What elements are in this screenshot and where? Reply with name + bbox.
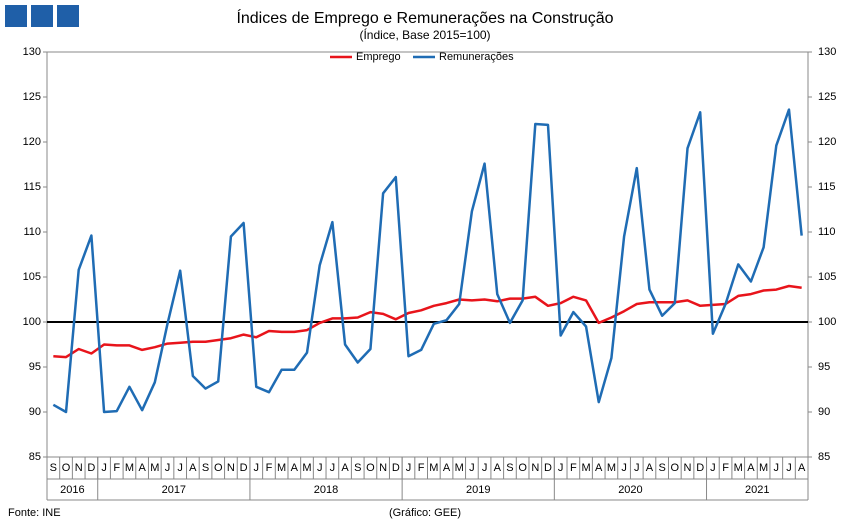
y2-tick-label: 120 bbox=[818, 136, 836, 148]
x-tick-label: F bbox=[418, 462, 425, 474]
y-tick-label: 130 bbox=[23, 46, 41, 58]
chart-subtitle: (Índice, Base 2015=100) bbox=[359, 27, 490, 42]
year-label: 2020 bbox=[618, 484, 642, 496]
x-tick-label: O bbox=[366, 462, 375, 474]
y-tick-label: 110 bbox=[23, 226, 41, 238]
x-tick-label: F bbox=[570, 462, 577, 474]
x-tick-label: J bbox=[254, 462, 260, 474]
x-tick-label: J bbox=[621, 462, 627, 474]
credit: (Gráfico: GEE) bbox=[389, 507, 461, 519]
x-tick-label: J bbox=[558, 462, 564, 474]
x-tick-label: J bbox=[774, 462, 780, 474]
x-tick-label: N bbox=[684, 462, 692, 474]
year-label: 2018 bbox=[314, 484, 338, 496]
x-tick-label: S bbox=[50, 462, 57, 474]
x-tick-label: J bbox=[330, 462, 336, 474]
x-tick-label: O bbox=[518, 462, 527, 474]
plot-frame bbox=[46, 51, 809, 458]
x-tick-label: N bbox=[379, 462, 387, 474]
x-tick-label: J bbox=[177, 462, 183, 474]
x-tick-label: S bbox=[202, 462, 209, 474]
x-tick-label: M bbox=[734, 462, 743, 474]
x-tick-label: N bbox=[531, 462, 539, 474]
x-tick-label: O bbox=[214, 462, 223, 474]
x-tick-label: N bbox=[227, 462, 235, 474]
x-tick-label: S bbox=[354, 462, 361, 474]
x-tick-label: M bbox=[150, 462, 159, 474]
x-tick-label: M bbox=[759, 462, 768, 474]
x-tick-label: M bbox=[125, 462, 134, 474]
source: Fonte: INE bbox=[8, 507, 61, 519]
series-line bbox=[52, 108, 803, 414]
x-tick-label: A bbox=[443, 462, 451, 474]
x-tick-label: A bbox=[189, 462, 197, 474]
x-tick-label: O bbox=[62, 462, 71, 474]
y2-tick-label: 95 bbox=[818, 361, 830, 373]
y2-tick-label: 110 bbox=[818, 226, 836, 238]
x-tick-label: M bbox=[277, 462, 286, 474]
x-tick-label: F bbox=[266, 462, 273, 474]
x-tick-label: J bbox=[101, 462, 107, 474]
x-tick-label: D bbox=[392, 462, 400, 474]
year-label: 2021 bbox=[745, 484, 769, 496]
x-tick-label: A bbox=[595, 462, 603, 474]
y2-tick-label: 85 bbox=[818, 451, 830, 463]
x-tick-label: D bbox=[240, 462, 248, 474]
x-tick-label: D bbox=[696, 462, 704, 474]
x-tick-label: J bbox=[710, 462, 716, 474]
x-tick-label: M bbox=[607, 462, 616, 474]
x-tick-label: A bbox=[341, 462, 349, 474]
y2-tick-label: 100 bbox=[818, 316, 836, 328]
legend-label: Remunerações bbox=[439, 51, 514, 63]
y2-tick-label: 115 bbox=[818, 181, 836, 193]
y-tick-label: 90 bbox=[29, 406, 41, 418]
y2-tick-label: 125 bbox=[818, 91, 836, 103]
x-tick-label: M bbox=[302, 462, 311, 474]
x-tick-label: A bbox=[291, 462, 299, 474]
logo-square bbox=[5, 5, 27, 27]
logo-square bbox=[31, 5, 53, 27]
x-tick-label: J bbox=[165, 462, 171, 474]
x-tick-label: S bbox=[658, 462, 665, 474]
x-tick-label: N bbox=[75, 462, 83, 474]
year-label: 2017 bbox=[162, 484, 186, 496]
year-label: 2019 bbox=[466, 484, 490, 496]
x-tick-label: F bbox=[722, 462, 729, 474]
x-tick-label: A bbox=[798, 462, 806, 474]
x-tick-label: A bbox=[138, 462, 146, 474]
x-tick-label: S bbox=[506, 462, 513, 474]
y-tick-label: 115 bbox=[23, 181, 41, 193]
y-tick-label: 125 bbox=[23, 91, 41, 103]
x-tick-label: J bbox=[406, 462, 412, 474]
y2-tick-label: 105 bbox=[818, 271, 836, 283]
x-tick-label: O bbox=[671, 462, 680, 474]
x-tick-label: J bbox=[317, 462, 323, 474]
x-tick-label: M bbox=[455, 462, 464, 474]
x-tick-label: M bbox=[581, 462, 590, 474]
x-tick-label: D bbox=[87, 462, 95, 474]
y2-tick-label: 90 bbox=[818, 406, 830, 418]
y-tick-label: 95 bbox=[29, 361, 41, 373]
x-tick-label: A bbox=[646, 462, 654, 474]
chart-title: Índices de Emprego e Remunerações na Con… bbox=[236, 8, 613, 27]
year-label: 2016 bbox=[60, 484, 84, 496]
y-tick-label: 85 bbox=[29, 451, 41, 463]
x-tick-label: J bbox=[482, 462, 488, 474]
x-tick-label: F bbox=[113, 462, 120, 474]
x-tick-label: J bbox=[469, 462, 475, 474]
x-tick-label: J bbox=[634, 462, 640, 474]
x-tick-label: A bbox=[494, 462, 502, 474]
x-tick-label: J bbox=[786, 462, 792, 474]
logo-square bbox=[57, 5, 79, 27]
x-tick-label: D bbox=[544, 462, 552, 474]
y-tick-label: 100 bbox=[23, 316, 41, 328]
series-line bbox=[53, 284, 802, 359]
x-tick-label: M bbox=[429, 462, 438, 474]
x-tick-label: A bbox=[747, 462, 755, 474]
y2-tick-label: 130 bbox=[818, 46, 836, 58]
y-tick-label: 120 bbox=[23, 136, 41, 148]
y-tick-label: 105 bbox=[23, 271, 41, 283]
legend-label: Emprego bbox=[356, 51, 401, 63]
